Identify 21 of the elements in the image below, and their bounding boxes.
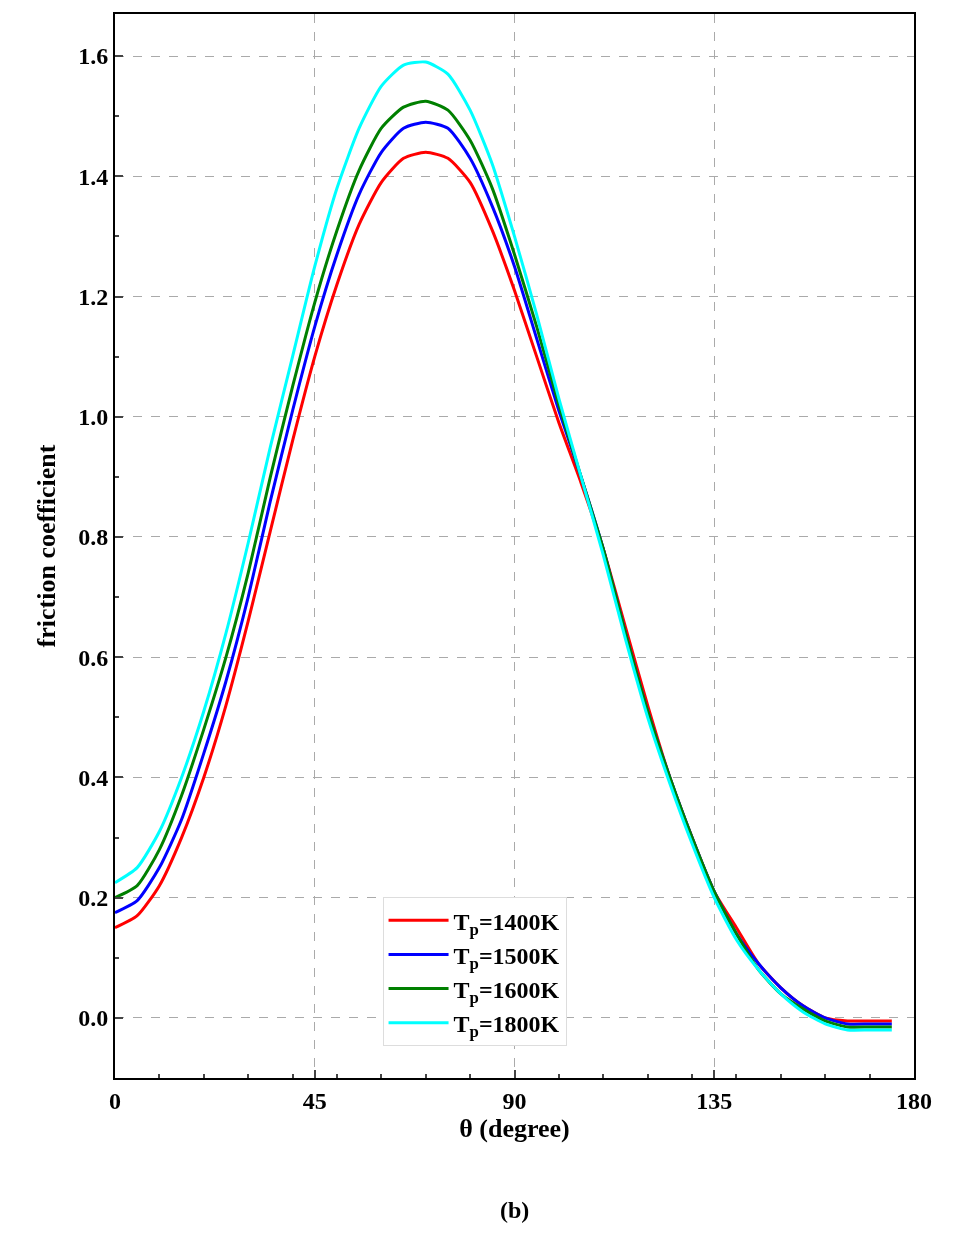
y-tick-label: 0.8	[78, 524, 109, 551]
y-tick-label: 1.0	[78, 404, 109, 431]
legend-label: T$_{p}$=1500K	[453, 942, 560, 973]
legend-label: T$_{p}$=1800K	[453, 1011, 560, 1042]
text: (b)	[500, 1197, 530, 1223]
y-tick-label: 0.6	[78, 644, 109, 671]
x-axis-title: θ (degree)	[459, 1113, 570, 1143]
x-tick-label: 0	[109, 1087, 121, 1114]
legend-label: T$_{p}$=1600K	[453, 976, 560, 1007]
x-tick-label: 45	[302, 1087, 327, 1114]
y-tick-label: 0.0	[78, 1005, 109, 1032]
legend-label: T$_{p}$=1400K	[453, 908, 560, 939]
x-tick-label: 90	[502, 1087, 527, 1114]
y-tick-label: 1.6	[78, 43, 109, 70]
x-tick-label: 135	[696, 1087, 733, 1114]
y-tick-label: 1.4	[78, 163, 109, 190]
y-tick-label: 0.2	[78, 885, 109, 912]
y-tick-label: 1.2	[78, 283, 109, 310]
y-axis-title: friction coefficient	[32, 444, 62, 648]
y-tick-label: 0.4	[78, 764, 109, 791]
x-tick-label: 180	[896, 1087, 932, 1114]
